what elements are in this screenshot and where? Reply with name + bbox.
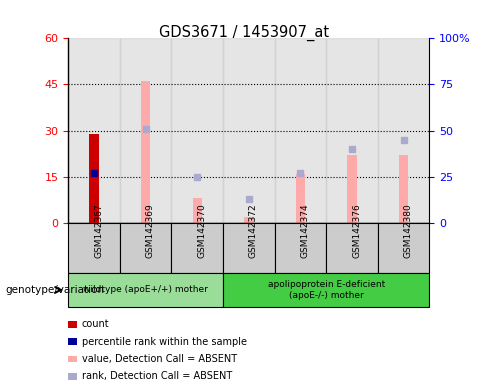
Text: rank, Detection Call = ABSENT: rank, Detection Call = ABSENT bbox=[82, 371, 232, 381]
Text: GSM142370: GSM142370 bbox=[197, 203, 206, 258]
Text: GSM142376: GSM142376 bbox=[352, 203, 361, 258]
FancyBboxPatch shape bbox=[378, 223, 429, 273]
FancyBboxPatch shape bbox=[171, 223, 223, 273]
FancyBboxPatch shape bbox=[120, 223, 171, 273]
Text: GSM142372: GSM142372 bbox=[249, 203, 258, 258]
Bar bbox=[223, 38, 275, 223]
FancyBboxPatch shape bbox=[326, 223, 378, 273]
Text: GSM142374: GSM142374 bbox=[301, 203, 309, 258]
Bar bbox=[399, 155, 408, 223]
Text: GDS3671 / 1453907_at: GDS3671 / 1453907_at bbox=[159, 25, 329, 41]
FancyBboxPatch shape bbox=[68, 273, 223, 307]
Bar bbox=[275, 38, 326, 223]
Text: GSM142380: GSM142380 bbox=[404, 203, 413, 258]
Text: GSM142369: GSM142369 bbox=[146, 203, 155, 258]
FancyBboxPatch shape bbox=[68, 223, 120, 273]
Bar bbox=[244, 217, 254, 223]
FancyBboxPatch shape bbox=[275, 223, 326, 273]
FancyBboxPatch shape bbox=[223, 273, 429, 307]
Bar bbox=[378, 38, 429, 223]
Bar bbox=[326, 38, 378, 223]
Bar bbox=[120, 38, 171, 223]
Bar bbox=[347, 155, 357, 223]
Bar bbox=[171, 38, 223, 223]
Bar bbox=[68, 38, 120, 223]
Bar bbox=[193, 198, 202, 223]
Text: value, Detection Call = ABSENT: value, Detection Call = ABSENT bbox=[82, 354, 237, 364]
Text: percentile rank within the sample: percentile rank within the sample bbox=[82, 337, 247, 347]
Bar bbox=[89, 134, 99, 223]
Text: genotype/variation: genotype/variation bbox=[5, 285, 104, 295]
Text: count: count bbox=[82, 319, 110, 329]
Bar bbox=[141, 81, 150, 223]
Bar bbox=[296, 174, 305, 223]
Text: wildtype (apoE+/+) mother: wildtype (apoE+/+) mother bbox=[83, 285, 208, 295]
Text: GSM142367: GSM142367 bbox=[94, 203, 103, 258]
Text: apolipoprotein E-deficient
(apoE-/-) mother: apolipoprotein E-deficient (apoE-/-) mot… bbox=[267, 280, 385, 300]
FancyBboxPatch shape bbox=[223, 223, 275, 273]
